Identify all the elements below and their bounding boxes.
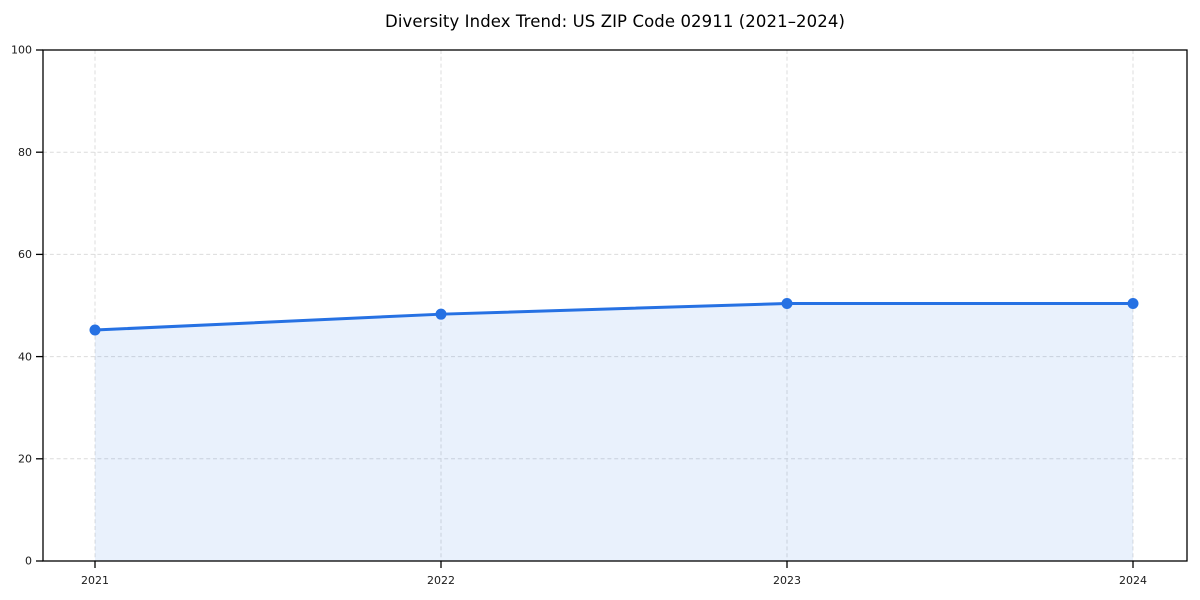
y-tick-label: 0 — [25, 555, 32, 568]
x-tick-label: 2024 — [1119, 574, 1147, 587]
data-point-2022 — [435, 308, 447, 320]
area-fill — [95, 303, 1133, 561]
x-tick-label: 2023 — [773, 574, 801, 587]
data-point-2024 — [1127, 297, 1139, 309]
y-tick-label: 100 — [11, 44, 32, 57]
trend-line — [93, 301, 1135, 332]
data-point-2021 — [89, 324, 101, 336]
chart-title: Diversity Index Trend: US ZIP Code 02911… — [385, 12, 845, 31]
x-tick-label: 2021 — [81, 574, 109, 587]
y-tick-label: 40 — [18, 350, 32, 363]
y-tick-label: 60 — [18, 248, 32, 261]
y-tick-label: 80 — [18, 146, 32, 159]
plot-border — [42, 49, 1188, 562]
y-tick-label: 20 — [18, 453, 32, 466]
x-tick-label: 2022 — [427, 574, 455, 587]
data-point-2023 — [781, 297, 793, 309]
